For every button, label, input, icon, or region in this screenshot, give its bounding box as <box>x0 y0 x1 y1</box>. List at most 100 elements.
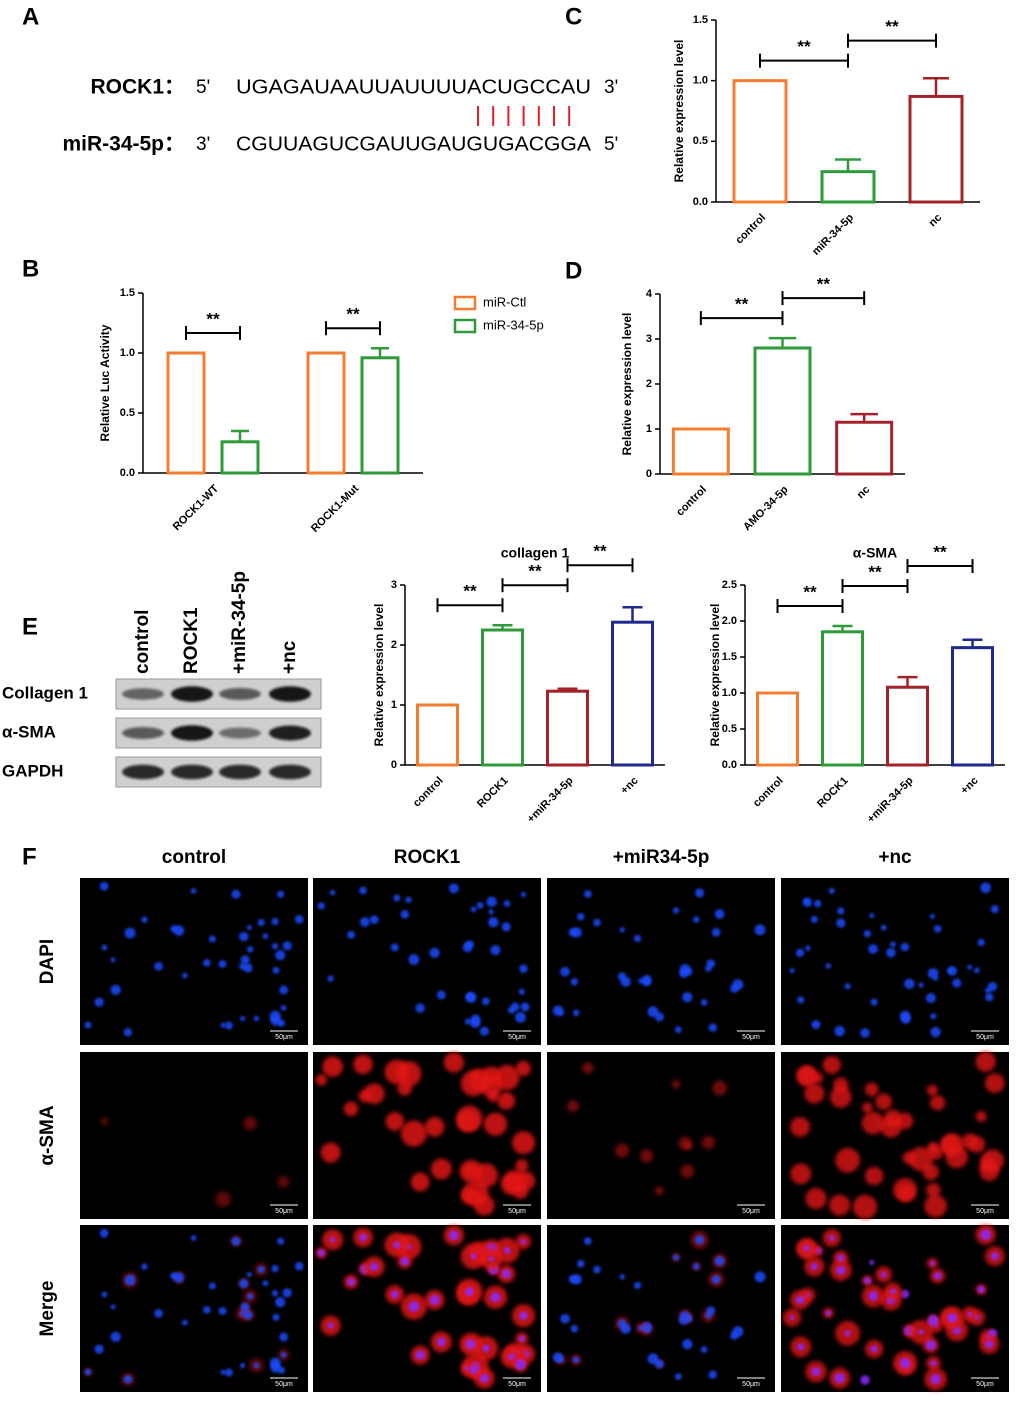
legend-label: miR-34-5p <box>483 317 544 332</box>
cell-red <box>100 1117 109 1126</box>
nucleus <box>985 1340 994 1349</box>
nucleus <box>552 1352 564 1363</box>
bar <box>611 620 654 767</box>
cell-red <box>796 1065 816 1085</box>
nucleus <box>834 1025 845 1037</box>
protein-label: GAPDH <box>2 761 63 780</box>
nucleus <box>593 918 601 927</box>
cell-red <box>884 1109 902 1128</box>
cell-red <box>363 1083 385 1105</box>
y-tick-label: 2.0 <box>722 615 737 627</box>
nucleus <box>436 1337 446 1347</box>
nucleus <box>633 934 642 943</box>
nucleus <box>560 966 570 977</box>
nucleus <box>123 1375 133 1384</box>
cell-red <box>684 1141 693 1150</box>
blot-band <box>171 686 213 702</box>
nucleus <box>490 1292 501 1303</box>
y-tick-label: 3 <box>391 579 397 591</box>
nucleus <box>294 1261 304 1271</box>
nucleus <box>405 896 412 903</box>
nucleus <box>929 1260 935 1266</box>
nucleus <box>208 935 216 943</box>
panel-label: B <box>22 255 39 282</box>
nucleus <box>465 1339 475 1349</box>
bar <box>166 351 206 475</box>
nucleus <box>576 912 585 921</box>
nucleus <box>583 890 592 898</box>
legend-label: miR-Ctl <box>483 294 526 309</box>
significance-label: ** <box>885 17 899 36</box>
bar <box>756 691 799 767</box>
scale-bar-label: 50μm <box>976 1381 994 1388</box>
x-tick-label: control <box>751 775 786 810</box>
nucleus <box>674 1026 682 1034</box>
nucleus <box>84 1368 92 1376</box>
nucleus <box>708 1370 718 1379</box>
nucleus <box>275 950 286 961</box>
nucleus <box>711 927 721 937</box>
nucleus <box>501 922 511 932</box>
scale-bar-label: 50μm <box>976 1208 994 1215</box>
nucleus <box>508 1006 516 1014</box>
error-bar <box>557 687 578 692</box>
scale-bar-label: 50μm <box>275 1208 293 1215</box>
nucleus <box>570 1325 579 1333</box>
nucleus <box>967 964 973 970</box>
nucleus <box>262 1280 269 1287</box>
nucleus <box>360 917 370 927</box>
cell-red <box>515 1061 531 1077</box>
nucleus <box>429 1294 440 1306</box>
cell-red <box>893 1177 918 1202</box>
nucleus <box>246 1293 254 1300</box>
legend-swatch <box>453 318 477 334</box>
nucleus <box>868 1291 879 1301</box>
cell-red <box>460 1070 487 1097</box>
nucleus <box>94 1344 104 1354</box>
cell-red <box>864 1082 879 1097</box>
nucleus <box>271 1264 279 1273</box>
nucleus <box>190 1235 197 1241</box>
protein-label: Collagen 1 <box>2 683 88 702</box>
cell-red <box>320 1142 341 1163</box>
nucleus <box>844 1330 851 1337</box>
bar <box>908 94 964 204</box>
nucleus <box>633 1281 642 1290</box>
cell-red <box>790 1116 810 1137</box>
y-tick-label: 0.5 <box>120 407 135 419</box>
cell-red <box>215 1191 231 1207</box>
x-tick-label: nc <box>927 212 945 230</box>
nucleus <box>240 955 250 965</box>
nucleus <box>488 1256 494 1262</box>
nucleus <box>246 1272 252 1278</box>
nucleus <box>271 1289 279 1297</box>
y-tick-label: 1.0 <box>120 347 135 359</box>
cell-red <box>343 1101 359 1117</box>
nucleus <box>317 1249 325 1257</box>
nucleus <box>465 992 475 1002</box>
nucleus <box>860 1028 870 1038</box>
lane-label: ROCK1 <box>181 607 202 674</box>
nucleus <box>224 1021 233 1030</box>
panel-label: F <box>22 843 37 870</box>
nucleus <box>925 993 936 1004</box>
sequence-name: miR-34-5p： <box>62 133 185 156</box>
legend-swatch <box>453 295 477 311</box>
nucleus <box>329 889 336 896</box>
bar <box>481 628 524 767</box>
nucleus <box>239 1015 246 1022</box>
nucleus <box>929 913 935 919</box>
nucleus <box>515 1011 526 1023</box>
nucleus <box>927 1315 939 1326</box>
nucleus <box>101 944 108 951</box>
nucleus <box>706 1306 716 1316</box>
bar <box>220 440 260 475</box>
nucleus <box>620 976 631 987</box>
nucleus <box>967 1311 973 1317</box>
nucleus <box>390 1290 399 1299</box>
group-label: +nc <box>878 847 912 868</box>
nucleus <box>224 1368 233 1377</box>
y-tick-label: 1 <box>646 423 652 435</box>
blot-band <box>269 686 311 702</box>
